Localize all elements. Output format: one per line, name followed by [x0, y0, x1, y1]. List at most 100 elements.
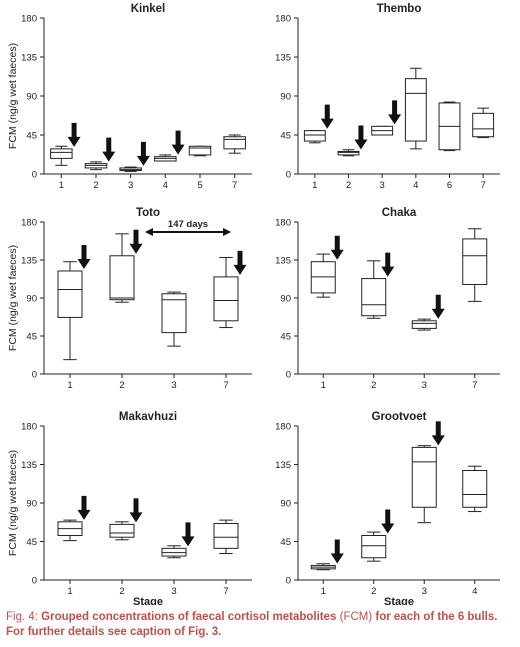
- x-tick-label: 3: [171, 586, 176, 597]
- y-tick-label: 90: [280, 499, 291, 510]
- y-tick-label: 180: [275, 14, 291, 25]
- y-tick-label: 135: [21, 53, 37, 64]
- x-tick-label: 2: [93, 180, 98, 191]
- chart-title: Chaka: [382, 207, 417, 219]
- down-arrow-icon: [129, 229, 143, 254]
- caption-bold-2: for each of the 6 bulls.: [375, 611, 498, 623]
- x-tick-label: 1: [321, 586, 326, 597]
- span-arrowhead-left: [145, 228, 153, 236]
- figure-caption: Fig. 4: Grouped concentrations of faecal…: [6, 610, 518, 640]
- span-annotation: 147 days: [168, 219, 208, 230]
- y-tick-label: 45: [280, 537, 291, 548]
- y-tick-label: 135: [275, 256, 291, 267]
- x-tick-label: 2: [371, 380, 376, 391]
- x-tick-label: 4: [472, 586, 477, 597]
- y-tick-label: 0: [286, 170, 291, 181]
- chart-title: Toto: [136, 207, 160, 219]
- box: [361, 535, 387, 559]
- x-tick-label: 7: [232, 180, 237, 191]
- down-arrow-icon: [381, 509, 395, 534]
- box: [161, 293, 187, 334]
- y-tick-label: 135: [21, 460, 37, 471]
- x-tick-label: 3: [380, 180, 385, 191]
- y-tick-label: 45: [26, 131, 37, 142]
- down-arrow-icon: [330, 539, 344, 564]
- y-tick-label: 90: [26, 92, 37, 103]
- x-axis-label: Stage: [133, 596, 163, 605]
- x-tick-label: 2: [119, 586, 124, 597]
- x-tick-label: 3: [128, 180, 133, 191]
- y-axis-label: FCM (ng/g wet faeces): [7, 245, 19, 351]
- x-tick-label: 5: [197, 180, 202, 191]
- y-tick-label: 135: [275, 460, 291, 471]
- x-tick-label: 7: [223, 380, 228, 391]
- y-tick-label: 135: [21, 256, 37, 267]
- x-tick-label: 2: [119, 380, 124, 391]
- y-axis-label: FCM (ng/g wet faeces): [7, 450, 19, 556]
- y-tick-label: 0: [32, 170, 37, 181]
- chart-title: Kinkel: [131, 3, 166, 15]
- x-tick-label: 7: [481, 180, 486, 191]
- x-tick-label: 7: [472, 380, 477, 391]
- y-tick-label: 180: [275, 422, 291, 433]
- x-axis-label: Stage: [384, 596, 414, 605]
- x-tick-label: 3: [422, 586, 427, 597]
- y-tick-label: 180: [275, 218, 291, 229]
- y-tick-label: 0: [286, 576, 291, 587]
- x-tick-label: 3: [422, 380, 427, 391]
- y-tick-label: 180: [21, 422, 37, 433]
- box: [188, 145, 212, 156]
- y-axis-label: FCM (ng/g wet faeces): [7, 43, 19, 149]
- y-tick-label: 90: [26, 294, 37, 305]
- x-tick-label: 2: [371, 586, 376, 597]
- caption-prefix: Fig. 4:: [6, 611, 38, 623]
- box: [213, 523, 239, 549]
- y-tick-label: 0: [32, 576, 37, 587]
- box: [57, 270, 83, 318]
- caption-bold-1: Grouped concentrations of faecal cortiso…: [41, 611, 337, 623]
- x-tick-label: 7: [223, 586, 228, 597]
- box: [462, 238, 488, 285]
- y-tick-label: 45: [280, 131, 291, 142]
- box: [411, 320, 437, 329]
- down-arrow-icon: [67, 122, 81, 147]
- box: [411, 446, 437, 508]
- x-tick-label: 4: [413, 180, 418, 191]
- y-tick-label: 45: [280, 332, 291, 343]
- down-arrow-icon: [129, 498, 143, 523]
- chart-title: Thembo: [377, 3, 422, 15]
- x-tick-label: 1: [67, 586, 72, 597]
- x-tick-label: 2: [346, 180, 351, 191]
- down-arrow-icon: [354, 125, 368, 150]
- box: [361, 278, 387, 317]
- chart-title: Grootvoet: [372, 411, 427, 423]
- x-tick-label: 1: [312, 180, 317, 191]
- caption-line-2: For further details see caption of Fig. …: [6, 626, 222, 638]
- down-arrow-icon: [320, 104, 334, 129]
- y-tick-label: 180: [21, 218, 37, 229]
- down-arrow-icon: [431, 294, 445, 319]
- x-tick-label: 4: [163, 180, 168, 191]
- span-arrowhead-right: [223, 228, 231, 236]
- y-tick-label: 135: [275, 53, 291, 64]
- box: [213, 276, 239, 322]
- box: [404, 78, 427, 142]
- y-tick-label: 90: [280, 92, 291, 103]
- y-tick-label: 45: [26, 332, 37, 343]
- box: [109, 255, 135, 301]
- down-arrow-icon: [330, 235, 344, 260]
- down-arrow-icon: [233, 250, 247, 275]
- chart-title: Makavhuzi: [119, 411, 177, 423]
- down-arrow-icon: [77, 244, 91, 269]
- down-arrow-icon: [431, 421, 445, 446]
- y-tick-label: 0: [286, 370, 291, 381]
- down-arrow-icon: [388, 100, 402, 125]
- down-arrow-icon: [136, 141, 150, 166]
- box: [462, 469, 488, 508]
- y-tick-label: 90: [280, 294, 291, 305]
- box: [223, 136, 246, 150]
- down-arrow-icon: [381, 252, 395, 277]
- box: [303, 130, 326, 142]
- box: [50, 148, 73, 159]
